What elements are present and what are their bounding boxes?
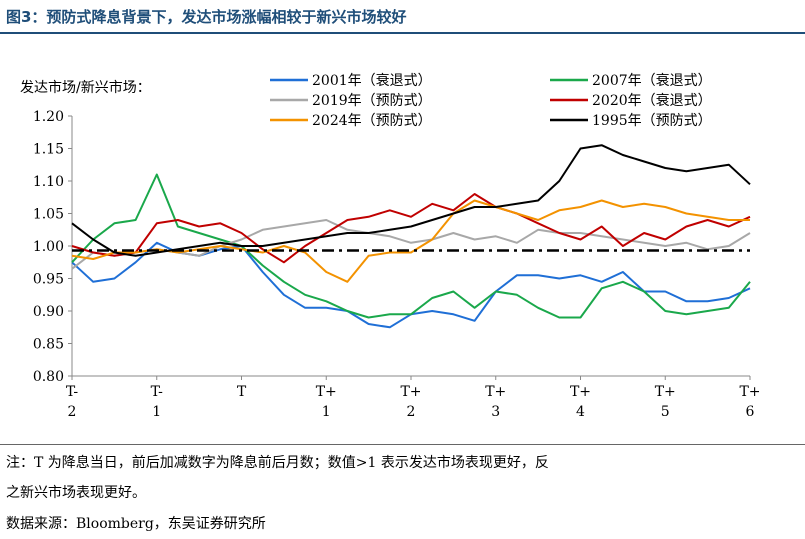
figure-title: 图3：预防式降息背景下，发达市场涨幅相较于新兴市场较好: [6, 8, 407, 26]
x-tick-label: T: [237, 384, 247, 400]
note-divider: [0, 444, 805, 445]
y-tick-label: 0.80: [33, 369, 64, 385]
legend-label-1: 2007年（衰退式）: [592, 72, 712, 89]
y-tick-label: 1.15: [33, 142, 64, 158]
series-line-1: [71, 173, 751, 319]
x-tick-label: T+: [400, 384, 421, 400]
source-text: 数据来源：Bloomberg，东吴证券研究所: [6, 516, 266, 532]
y-axis-label: 发达市场/新兴市场：: [20, 79, 151, 96]
series-line-3: [71, 193, 751, 264]
note-line-2: 之新兴市场表现更好。: [6, 485, 146, 501]
y-tick-label: 1.20: [33, 109, 64, 125]
x-tick-label: T+: [485, 384, 506, 400]
x-tick-label: 1: [322, 404, 331, 420]
x-tick-label: 2: [407, 404, 416, 420]
legend-label-4: 2024年（预防式）: [312, 113, 432, 129]
x-tick-label: 2: [68, 404, 77, 420]
legend-label-5: 1995年（预防式）: [592, 113, 712, 129]
y-tick-label: 0.85: [33, 337, 64, 353]
x-tick-label: T+: [655, 384, 676, 400]
note-line-1: 注：T 为降息当日，前后加减数字为降息前后月数；数值>1 表示发达市场表现更好，…: [6, 455, 549, 471]
x-tick-label: 5: [661, 404, 670, 420]
legend-label-0: 2001年（衰退式）: [312, 72, 432, 89]
y-tick-label: 1.10: [33, 174, 64, 190]
y-tick-label: 0.95: [33, 272, 64, 288]
line-chart: 0.80 0.85 0.90 0.95 1.00 1.05 1.10 1.15 1.20 T- 2 T…: [20, 72, 761, 420]
legend-label-3: 2020年（衰退式）: [592, 92, 712, 109]
x-tick-label: 1: [152, 404, 161, 420]
x-tick-label: T+: [570, 384, 591, 400]
x-tick-label: 4: [576, 404, 585, 420]
y-tick-label: 1.00: [33, 239, 64, 255]
series-line-4: [71, 199, 750, 283]
x-tick-label: T+: [316, 384, 337, 400]
y-tick-label: 1.05: [33, 207, 64, 223]
x-tick-label: 3: [491, 404, 500, 420]
legend-label-2: 2019年（预防式）: [312, 93, 432, 109]
x-tick-label: T-: [151, 384, 164, 400]
series-line-2: [71, 219, 751, 270]
x-tick-label: 6: [746, 404, 755, 420]
y-tick-label: 0.90: [33, 304, 64, 320]
x-tick-label: T+: [739, 384, 760, 400]
series-line-5: [71, 144, 751, 257]
x-tick-label: T-: [66, 384, 79, 400]
title-bar: 图3：预防式降息背景下，发达市场涨幅相较于新兴市场较好: [0, 0, 805, 34]
